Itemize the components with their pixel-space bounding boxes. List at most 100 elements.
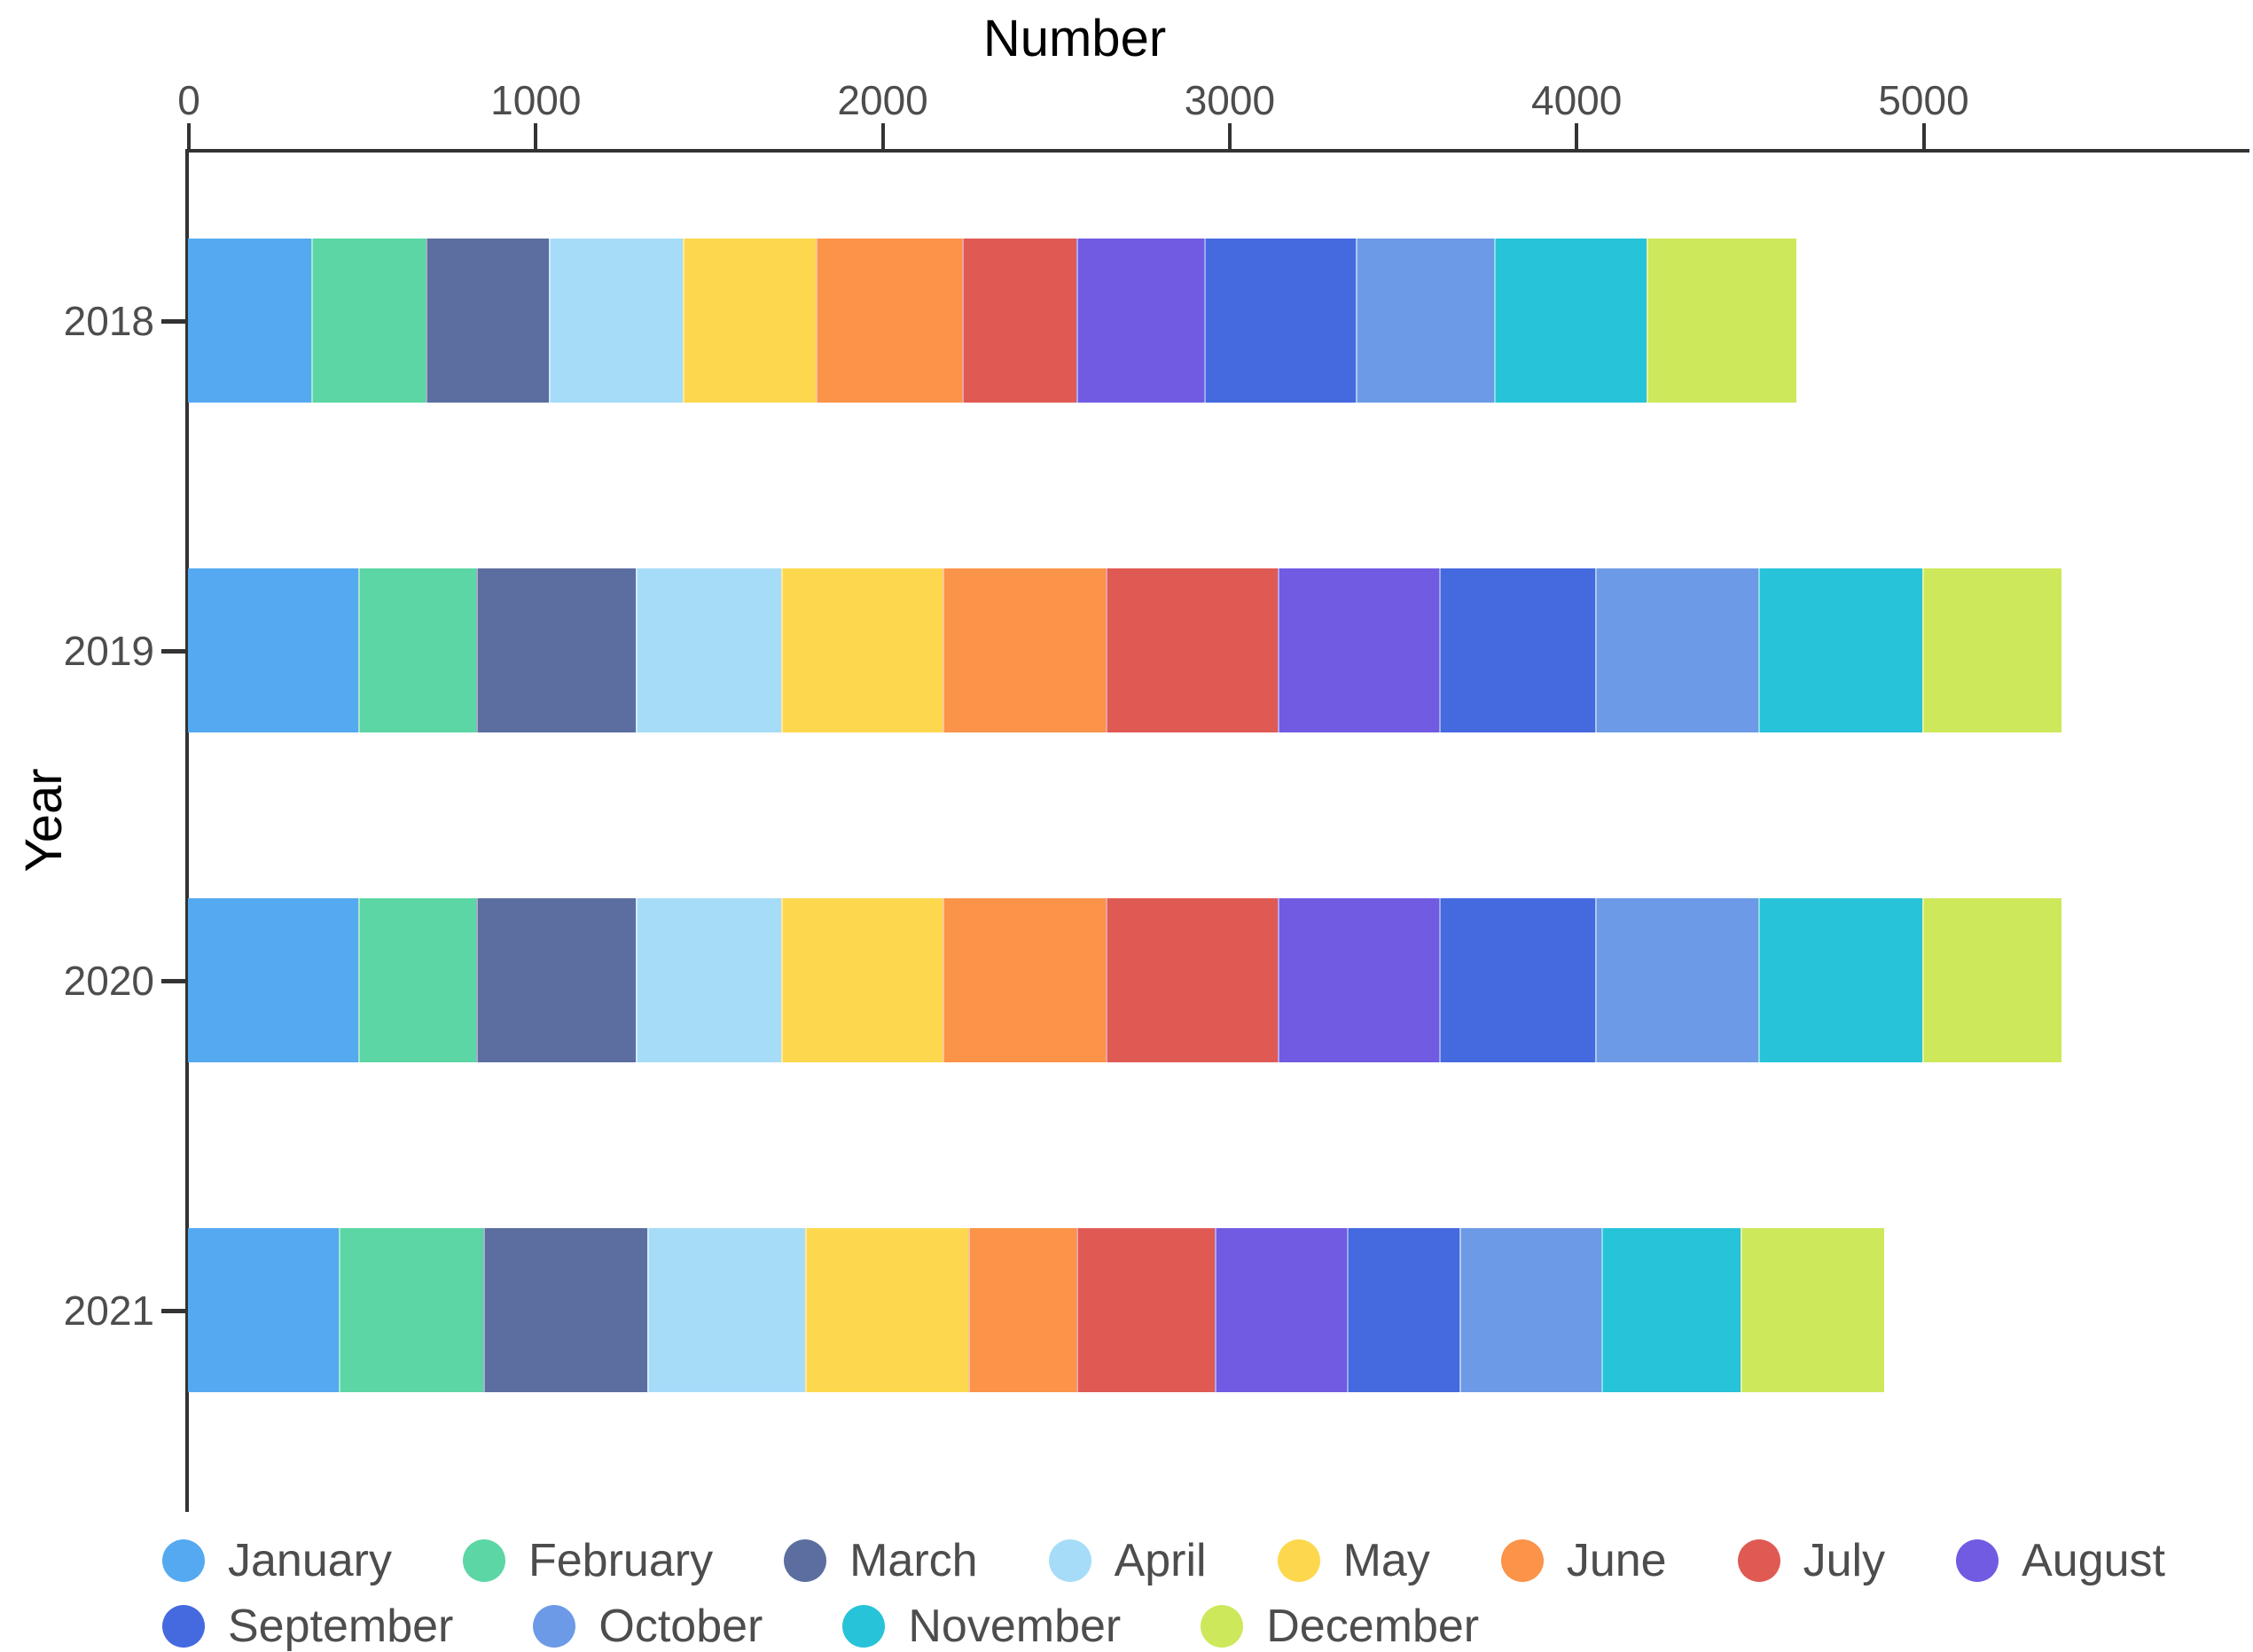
legend-label: March xyxy=(849,1535,978,1586)
y-axis-tick xyxy=(161,318,185,324)
bar-segment-october-2021 xyxy=(1459,1228,1602,1392)
bar-segment-march-2021 xyxy=(482,1228,648,1392)
x-axis-tick-label: 3000 xyxy=(1184,77,1276,123)
legend-row-2: September October November December xyxy=(162,1600,2165,1652)
legend-swatch-icon xyxy=(1277,1539,1320,1582)
bar-segment-may-2021 xyxy=(805,1228,969,1392)
x-axis-tick-label: 2000 xyxy=(837,77,928,123)
legend-label: May xyxy=(1342,1535,1430,1586)
bar-segment-april-2019 xyxy=(635,568,782,732)
x-axis-tick xyxy=(880,123,885,149)
bar-row-2019 xyxy=(188,568,2061,732)
bar-segment-october-2018 xyxy=(1355,239,1495,403)
x-axis-tick-label: 4000 xyxy=(1531,77,1623,123)
bar-segment-march-2018 xyxy=(426,239,549,403)
bar-segment-november-2020 xyxy=(1757,898,1923,1062)
legend-swatch-icon xyxy=(162,1539,205,1582)
bar-segment-february-2018 xyxy=(310,239,426,403)
bar-segment-august-2020 xyxy=(1277,898,1439,1062)
bar-segment-march-2019 xyxy=(475,568,636,732)
bar-segment-september-2021 xyxy=(1346,1228,1460,1392)
bar-segment-march-2020 xyxy=(475,898,636,1062)
bar-segment-january-2019 xyxy=(188,568,358,732)
bar-segment-february-2020 xyxy=(357,898,476,1062)
bar-segment-august-2018 xyxy=(1076,239,1205,403)
legend-label: November xyxy=(908,1601,1122,1652)
legend-swatch-icon xyxy=(533,1605,576,1648)
legend-swatch-icon xyxy=(784,1539,827,1582)
legend-item-may: May xyxy=(1277,1534,1430,1587)
bar-segment-february-2019 xyxy=(357,568,476,732)
bar-segment-january-2018 xyxy=(188,239,311,403)
legend-item-april: April xyxy=(1048,1534,1207,1587)
bar-segment-april-2021 xyxy=(647,1228,806,1392)
bar-row-2018 xyxy=(188,239,1796,403)
x-axis-tick xyxy=(1921,123,1926,149)
y-axis-tick-label-2020: 2020 xyxy=(63,957,154,1004)
x-axis-title: Number xyxy=(982,10,1167,67)
legend-item-january: January xyxy=(162,1534,392,1587)
bar-segment-december-2018 xyxy=(1647,239,1796,403)
y-axis-tick xyxy=(161,1308,185,1313)
bar-segment-september-2018 xyxy=(1204,239,1356,403)
legend-item-july: July xyxy=(1737,1534,1886,1587)
legend-label: February xyxy=(528,1535,714,1586)
bar-segment-february-2021 xyxy=(339,1228,483,1392)
legend-swatch-icon xyxy=(1737,1539,1780,1582)
x-axis-tick xyxy=(1227,123,1232,149)
bar-segment-september-2019 xyxy=(1438,568,1595,732)
legend-label: July xyxy=(1803,1535,1886,1586)
bar-segment-april-2020 xyxy=(635,898,782,1062)
x-axis-tick-label: 5000 xyxy=(1878,77,1969,123)
bar-segment-june-2021 xyxy=(968,1228,1076,1392)
legend-item-march: March xyxy=(784,1534,978,1587)
bar-row-2020 xyxy=(188,898,2061,1062)
bar-segment-june-2019 xyxy=(943,568,1106,732)
legend-swatch-icon xyxy=(1201,1605,1244,1648)
y-axis-tick xyxy=(161,978,185,983)
legend-label: August xyxy=(2022,1535,2165,1586)
y-axis-line xyxy=(185,149,189,1512)
legend-item-august: August xyxy=(1956,1534,2165,1587)
legend-item-november: November xyxy=(842,1600,1121,1652)
legend-label: December xyxy=(1266,1601,1480,1652)
legend-swatch-icon xyxy=(1500,1539,1544,1582)
legend-swatch-icon xyxy=(842,1605,886,1648)
bar-segment-september-2020 xyxy=(1438,898,1595,1062)
bar-segment-july-2021 xyxy=(1076,1228,1216,1392)
y-axis-tick-label-2019: 2019 xyxy=(63,627,154,674)
bar-segment-october-2019 xyxy=(1594,568,1758,732)
legend: January February March April May June July Augu… xyxy=(162,1534,2165,1652)
bar-segment-november-2018 xyxy=(1494,239,1647,403)
bar-segment-december-2021 xyxy=(1740,1228,1885,1392)
bar-segment-may-2018 xyxy=(682,239,817,403)
bar-segment-november-2021 xyxy=(1601,1228,1741,1392)
bar-segment-december-2019 xyxy=(1922,568,2061,732)
legend-item-september: September xyxy=(162,1600,453,1652)
legend-item-december: December xyxy=(1201,1600,1479,1652)
bar-row-2021 xyxy=(188,1228,1885,1392)
bar-segment-december-2020 xyxy=(1922,898,2061,1062)
bar-segment-may-2019 xyxy=(781,568,943,732)
legend-label: January xyxy=(228,1535,392,1586)
legend-swatch-icon xyxy=(463,1539,505,1582)
legend-label: June xyxy=(1566,1535,1667,1586)
legend-item-june: June xyxy=(1500,1534,1667,1587)
x-axis-line xyxy=(185,149,2249,153)
x-axis-tick xyxy=(534,123,538,149)
bar-segment-august-2021 xyxy=(1215,1228,1347,1392)
legend-swatch-icon xyxy=(1956,1539,1999,1582)
y-axis-title: Year xyxy=(15,768,73,873)
bar-segment-january-2020 xyxy=(188,898,358,1062)
bar-segment-may-2020 xyxy=(781,898,943,1062)
y-axis-tick-label-2021: 2021 xyxy=(63,1287,154,1334)
bar-segment-april-2018 xyxy=(548,239,683,403)
bar-segment-august-2019 xyxy=(1277,568,1439,732)
y-axis-tick-label-2018: 2018 xyxy=(63,297,154,344)
x-axis-tick xyxy=(1575,123,1579,149)
x-axis-tick-label: 1000 xyxy=(490,77,582,123)
x-axis-tick xyxy=(187,123,191,149)
y-axis-tick xyxy=(161,648,185,654)
bar-segment-november-2019 xyxy=(1757,568,1923,732)
